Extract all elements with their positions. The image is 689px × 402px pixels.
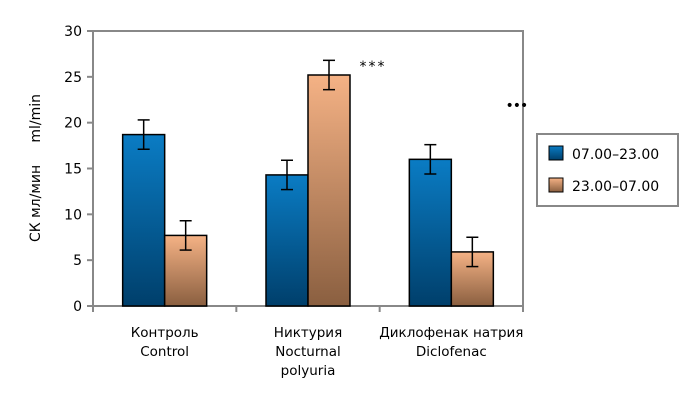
significance-annotation: *** [360,59,387,75]
bar [265,174,309,307]
y-tick-label: 25 [64,70,82,86]
y-tick-label: 30 [64,24,82,40]
y-axis-label: СК мл/мин ml/min [28,94,44,242]
category-label: Контроль [131,325,199,341]
y-tick-label: 20 [64,116,82,132]
category-label: Никтурия [274,325,342,341]
bars [121,74,495,307]
category-label: Диклофенак натрия [379,325,523,341]
legend-swatch [548,145,564,161]
category-label: polyuria [281,363,336,379]
y-tick-label: 10 [64,207,82,223]
category-label: Diclofenac [416,344,487,360]
x-axis: Контроль Control Никтурия Nocturnal polyuria… [87,305,524,379]
category-label: Nocturnal [275,344,341,360]
legend-label: 23.00–07.00 [572,179,659,195]
category-label: Control [140,344,189,360]
legend-label: 07.00–23.00 [572,147,659,163]
y-tick-label: 15 [64,162,82,178]
bar [307,74,351,307]
significance-annotation: ••• [505,98,527,114]
y-tick-label: 5 [73,253,82,269]
y-tick-label: 0 [73,299,82,315]
y-axis: 0 5 10 15 20 25 30 [64,24,93,315]
error-bars [137,59,479,268]
legend-swatch [548,177,564,193]
annotations: *** ••• [360,59,529,114]
legend: 07.00–23.00 23.00–07.00 [536,133,679,207]
legend-box [536,133,679,207]
bar [408,158,453,307]
bar [121,133,166,307]
